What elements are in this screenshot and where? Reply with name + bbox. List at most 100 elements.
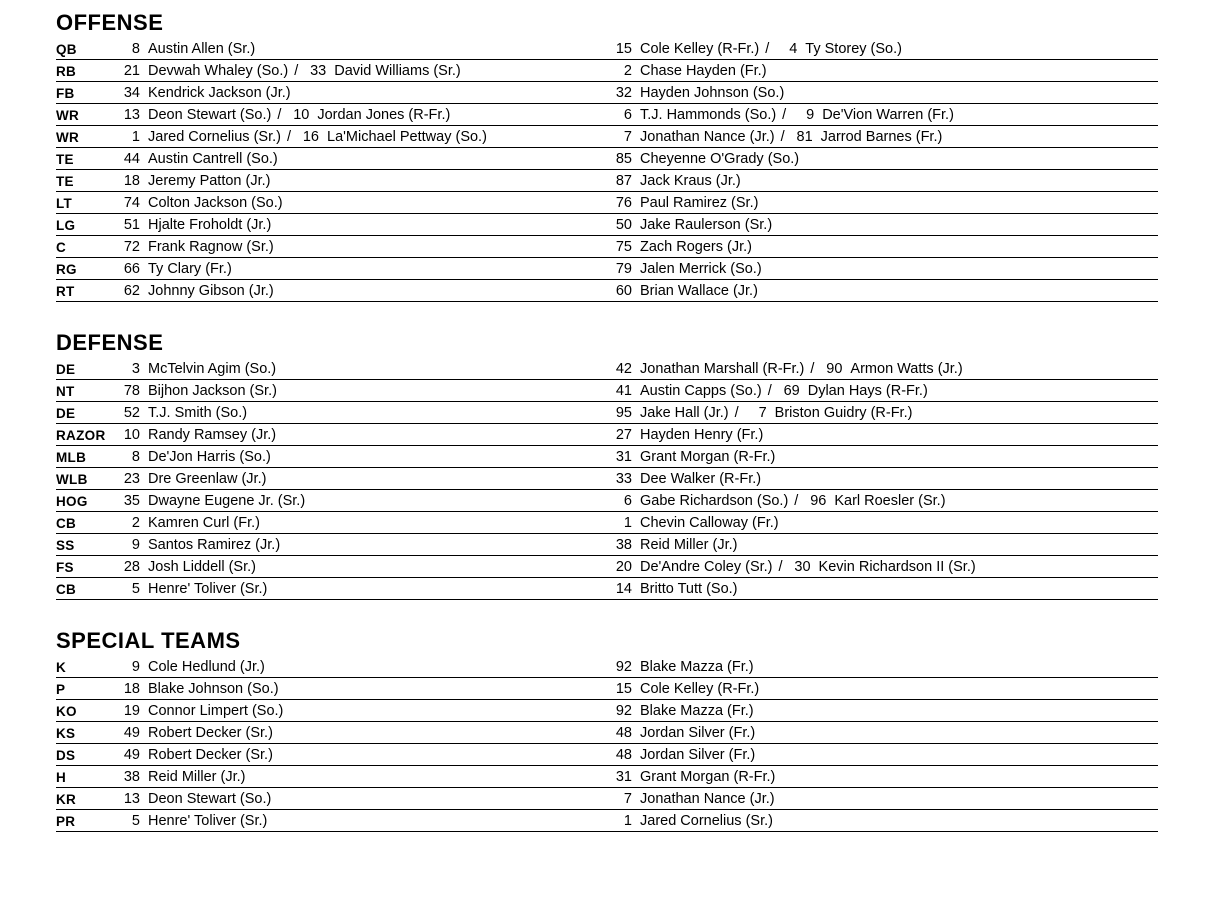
starters-column: 19Connor Limpert (So.) — [118, 703, 610, 720]
position-label: QB — [56, 42, 118, 58]
player: 10Jordan Jones (R-Fr.) — [287, 107, 450, 124]
player-name: Grant Morgan (R-Fr.) — [640, 769, 775, 786]
starters-column: 5Henre' Toliver (Sr.) — [118, 581, 610, 598]
backups-column: 7Jonathan Nance (Jr.)/81Jarrod Barnes (F… — [610, 129, 1158, 146]
jersey-number: 8 — [118, 449, 148, 466]
jersey-number: 18 — [118, 681, 148, 698]
starters-column: 18Jeremy Patton (Jr.) — [118, 173, 610, 190]
backups-column: 50Jake Raulerson (Sr.) — [610, 217, 1158, 234]
position-label: KO — [56, 704, 118, 720]
starters-column: 3McTelvin Agim (So.) — [118, 361, 610, 378]
position-row: FB34Kendrick Jackson (Jr.)32Hayden Johns… — [56, 82, 1158, 104]
position-row: KO19Connor Limpert (So.)92Blake Mazza (F… — [56, 700, 1158, 722]
player-name: Blake Mazza (Fr.) — [640, 659, 754, 676]
player: 14Britto Tutt (So.) — [610, 581, 738, 598]
position-row: C72Frank Ragnow (Sr.)75Zach Rogers (Jr.) — [56, 236, 1158, 258]
player-name: Cole Kelley (R-Fr.) — [640, 681, 759, 698]
jersey-number: 1 — [118, 129, 148, 146]
player: 18Blake Johnson (So.) — [118, 681, 279, 698]
position-row: TE44Austin Cantrell (So.)85Cheyenne O'Gr… — [56, 148, 1158, 170]
player-name: Robert Decker (Sr.) — [148, 747, 273, 764]
player-name: Jonathan Nance (Jr.) — [640, 791, 775, 808]
position-row: HOG35Dwayne Eugene Jr. (Sr.)6Gabe Richar… — [56, 490, 1158, 512]
backups-column: 33Dee Walker (R-Fr.) — [610, 471, 1158, 488]
jersey-number: 50 — [610, 217, 640, 234]
jersey-number: 78 — [118, 383, 148, 400]
player: 9Cole Hedlund (Jr.) — [118, 659, 265, 676]
player: 49Robert Decker (Sr.) — [118, 725, 273, 742]
starters-column: 62Johnny Gibson (Jr.) — [118, 283, 610, 300]
separator: / — [804, 361, 820, 378]
player-name: Armon Watts (Jr.) — [850, 361, 962, 378]
player: 23Dre Greenlaw (Jr.) — [118, 471, 266, 488]
position-row: K9Cole Hedlund (Jr.)92Blake Mazza (Fr.) — [56, 656, 1158, 678]
backups-column: 79Jalen Merrick (So.) — [610, 261, 1158, 278]
player: 1Jared Cornelius (Sr.) — [610, 813, 773, 830]
separator: / — [288, 63, 304, 80]
jersey-number: 30 — [789, 559, 819, 576]
player-name: Deon Stewart (So.) — [148, 791, 271, 808]
jersey-number: 8 — [118, 41, 148, 58]
position-label: CB — [56, 516, 118, 532]
position-row: PR5Henre' Toliver (Sr.)1Jared Cornelius … — [56, 810, 1158, 832]
player: 35Dwayne Eugene Jr. (Sr.) — [118, 493, 305, 510]
player: 6Gabe Richardson (So.) — [610, 493, 788, 510]
separator: / — [773, 559, 789, 576]
backups-column: 85Cheyenne O'Grady (So.) — [610, 151, 1158, 168]
player-name: De'Andre Coley (Sr.) — [640, 559, 773, 576]
player: 50Jake Raulerson (Sr.) — [610, 217, 772, 234]
starters-column: 10Randy Ramsey (Jr.) — [118, 427, 610, 444]
player-name: Reid Miller (Jr.) — [148, 769, 245, 786]
starters-column: 13Deon Stewart (So.) — [118, 791, 610, 808]
jersey-number: 49 — [118, 725, 148, 742]
player: 52T.J. Smith (So.) — [118, 405, 247, 422]
player-name: Josh Liddell (Sr.) — [148, 559, 256, 576]
jersey-number: 9 — [118, 537, 148, 554]
player-name: Austin Capps (So.) — [640, 383, 762, 400]
position-label: C — [56, 240, 118, 256]
jersey-number: 28 — [118, 559, 148, 576]
player-name: David Williams (Sr.) — [334, 63, 460, 80]
jersey-number: 6 — [610, 107, 640, 124]
starters-column: 9Cole Hedlund (Jr.) — [118, 659, 610, 676]
player: 95Jake Hall (Jr.) — [610, 405, 729, 422]
backups-column: 92Blake Mazza (Fr.) — [610, 659, 1158, 676]
position-label: DS — [56, 748, 118, 764]
position-label: WR — [56, 108, 118, 124]
starters-column: 34Kendrick Jackson (Jr.) — [118, 85, 610, 102]
jersey-number: 2 — [118, 515, 148, 532]
player-name: Jack Kraus (Jr.) — [640, 173, 741, 190]
position-row: TE18Jeremy Patton (Jr.)87Jack Kraus (Jr.… — [56, 170, 1158, 192]
jersey-number: 21 — [118, 63, 148, 80]
starters-column: 13Deon Stewart (So.)/10Jordan Jones (R-F… — [118, 107, 610, 124]
position-row: QB8Austin Allen (Sr.)15Cole Kelley (R-Fr… — [56, 38, 1158, 60]
jersey-number: 74 — [118, 195, 148, 212]
jersey-number: 72 — [118, 239, 148, 256]
player-name: Ty Storey (So.) — [805, 41, 902, 58]
player-name: Dre Greenlaw (Jr.) — [148, 471, 266, 488]
position-row: RG66Ty Clary (Fr.)79Jalen Merrick (So.) — [56, 258, 1158, 280]
player-name: Hayden Henry (Fr.) — [640, 427, 763, 444]
starters-column: 74Colton Jackson (So.) — [118, 195, 610, 212]
player-name: Chevin Calloway (Fr.) — [640, 515, 779, 532]
player: 48Jordan Silver (Fr.) — [610, 747, 755, 764]
starters-column: 18Blake Johnson (So.) — [118, 681, 610, 698]
player: 38Reid Miller (Jr.) — [610, 537, 737, 554]
player: 81Jarrod Barnes (Fr.) — [791, 129, 943, 146]
jersey-number: 5 — [118, 813, 148, 830]
player-name: Jalen Merrick (So.) — [640, 261, 762, 278]
jersey-number: 15 — [610, 41, 640, 58]
jersey-number: 33 — [610, 471, 640, 488]
backups-column: 20De'Andre Coley (Sr.)/30Kevin Richardso… — [610, 559, 1158, 576]
player: 76Paul Ramirez (Sr.) — [610, 195, 758, 212]
jersey-number: 20 — [610, 559, 640, 576]
jersey-number: 3 — [118, 361, 148, 378]
starters-column: 49Robert Decker (Sr.) — [118, 725, 610, 742]
position-label: LG — [56, 218, 118, 234]
backups-column: 1Chevin Calloway (Fr.) — [610, 515, 1158, 532]
section-offense: OFFENSEQB8Austin Allen (Sr.)15Cole Kelle… — [56, 10, 1158, 302]
starters-column: 8De'Jon Harris (So.) — [118, 449, 610, 466]
player: 15Cole Kelley (R-Fr.) — [610, 681, 759, 698]
player: 4Ty Storey (So.) — [775, 41, 902, 58]
starters-column: 21Devwah Whaley (So.)/33David Williams (… — [118, 63, 610, 80]
